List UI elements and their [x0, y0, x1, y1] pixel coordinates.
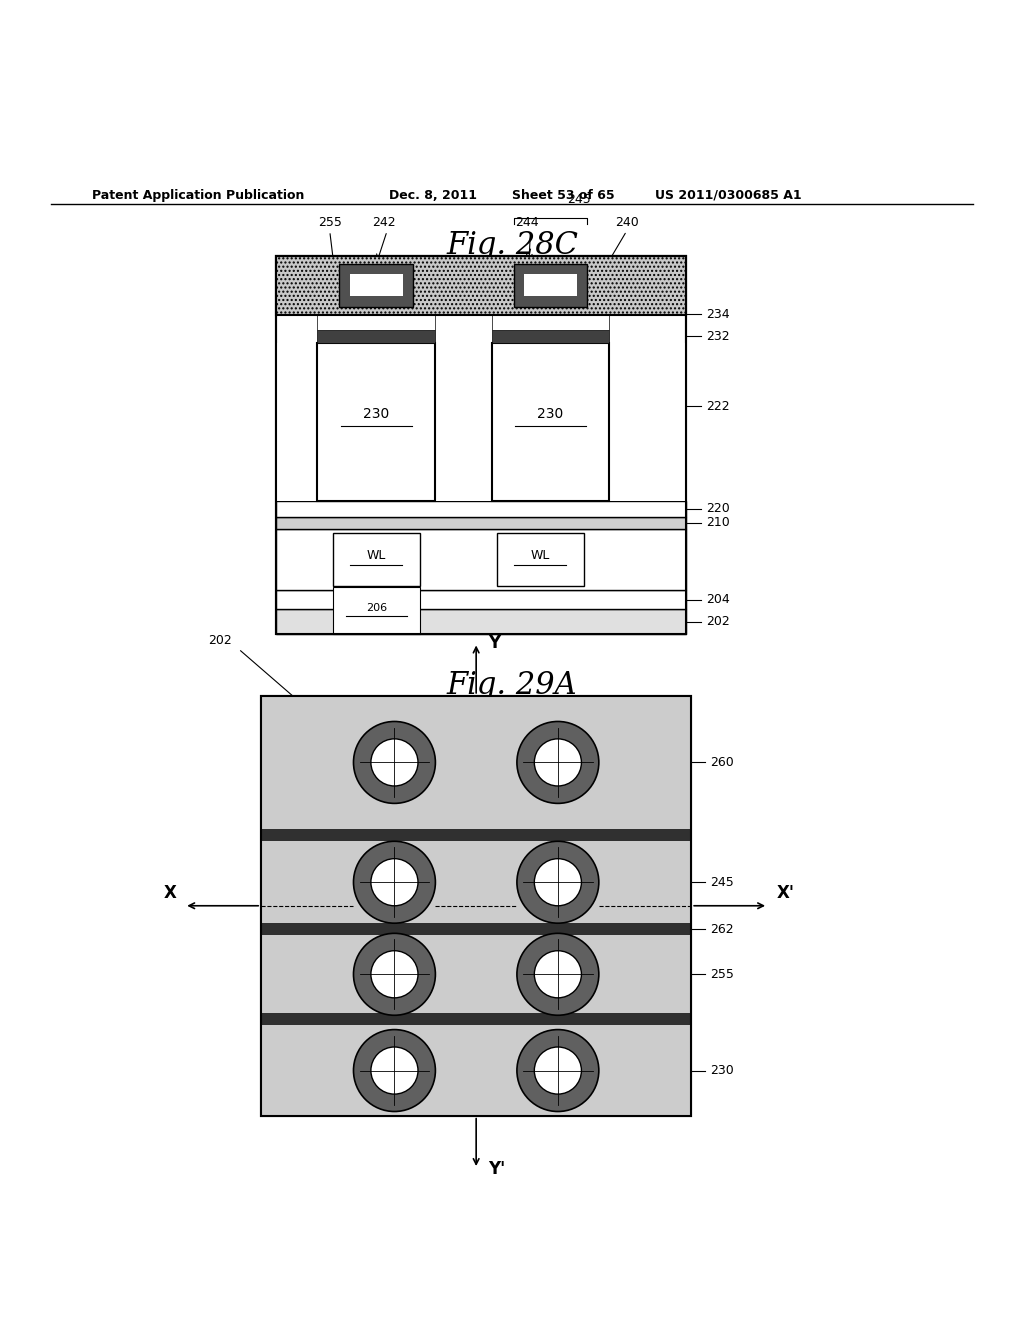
Bar — [492, 315, 609, 330]
Circle shape — [353, 722, 435, 804]
Text: WL: WL — [367, 549, 386, 562]
Bar — [276, 256, 686, 635]
Text: Sheet 53 of 65: Sheet 53 of 65 — [512, 189, 614, 202]
Bar — [333, 533, 420, 586]
Circle shape — [517, 722, 599, 804]
Bar — [261, 829, 691, 841]
Bar — [261, 1014, 691, 1026]
Text: 260: 260 — [710, 756, 733, 770]
Bar — [261, 696, 691, 829]
Text: 222: 222 — [707, 400, 730, 413]
Bar — [276, 343, 686, 502]
Text: 242: 242 — [372, 216, 396, 228]
Bar — [276, 529, 686, 590]
Text: 234: 234 — [707, 308, 730, 321]
Text: 255: 255 — [317, 216, 342, 228]
Text: X': X' — [776, 884, 795, 903]
Text: X: X — [163, 884, 176, 903]
Circle shape — [535, 1047, 582, 1094]
Circle shape — [371, 950, 418, 998]
Text: 206: 206 — [366, 603, 387, 614]
Bar — [317, 315, 435, 330]
Bar — [497, 533, 584, 586]
Bar — [350, 275, 403, 297]
Text: 204: 204 — [707, 593, 730, 606]
Circle shape — [353, 1030, 435, 1111]
Text: 262: 262 — [710, 923, 733, 936]
Bar — [523, 275, 577, 297]
Text: US 2011/0300685 A1: US 2011/0300685 A1 — [655, 189, 802, 202]
Text: 232: 232 — [707, 330, 730, 343]
Bar — [513, 264, 587, 306]
Text: 240: 240 — [614, 216, 639, 228]
Bar — [333, 587, 420, 635]
Bar — [340, 264, 414, 306]
Text: 230: 230 — [364, 407, 389, 421]
Text: 245: 245 — [710, 875, 733, 888]
Circle shape — [517, 1030, 599, 1111]
Bar — [261, 696, 691, 1115]
Text: Y: Y — [488, 634, 501, 652]
Bar — [276, 502, 686, 516]
Circle shape — [371, 739, 418, 785]
Bar — [261, 936, 691, 1014]
Circle shape — [535, 739, 582, 785]
Text: Fig. 28C: Fig. 28C — [446, 230, 578, 261]
Bar — [317, 330, 435, 343]
Circle shape — [353, 841, 435, 923]
Text: 230: 230 — [538, 407, 563, 421]
Text: WL: WL — [530, 549, 550, 562]
Text: 230: 230 — [710, 1064, 733, 1077]
Bar — [492, 343, 609, 502]
Circle shape — [535, 950, 582, 998]
Text: 202: 202 — [208, 634, 232, 647]
Text: Patent Application Publication: Patent Application Publication — [92, 189, 304, 202]
Bar — [276, 516, 686, 529]
Bar — [276, 256, 686, 635]
Bar — [261, 923, 691, 936]
Circle shape — [371, 1047, 418, 1094]
Bar — [276, 609, 686, 635]
Circle shape — [353, 933, 435, 1015]
Circle shape — [517, 841, 599, 923]
Text: 244: 244 — [515, 216, 540, 228]
Bar — [261, 1026, 691, 1115]
Bar — [492, 330, 609, 343]
Text: Dec. 8, 2011: Dec. 8, 2011 — [389, 189, 477, 202]
Text: Y': Y' — [488, 1160, 506, 1177]
Text: 255: 255 — [710, 968, 733, 981]
Circle shape — [371, 859, 418, 906]
Text: 245: 245 — [566, 193, 591, 206]
Text: 202: 202 — [707, 615, 730, 628]
Circle shape — [517, 933, 599, 1015]
Bar — [261, 841, 691, 923]
Text: 210: 210 — [707, 516, 730, 529]
Circle shape — [535, 859, 582, 906]
Bar — [276, 590, 686, 609]
Bar — [261, 696, 691, 1115]
Bar — [317, 343, 435, 502]
Bar — [276, 256, 686, 315]
Text: Fig. 29A: Fig. 29A — [446, 671, 578, 701]
Text: 220: 220 — [707, 503, 730, 515]
